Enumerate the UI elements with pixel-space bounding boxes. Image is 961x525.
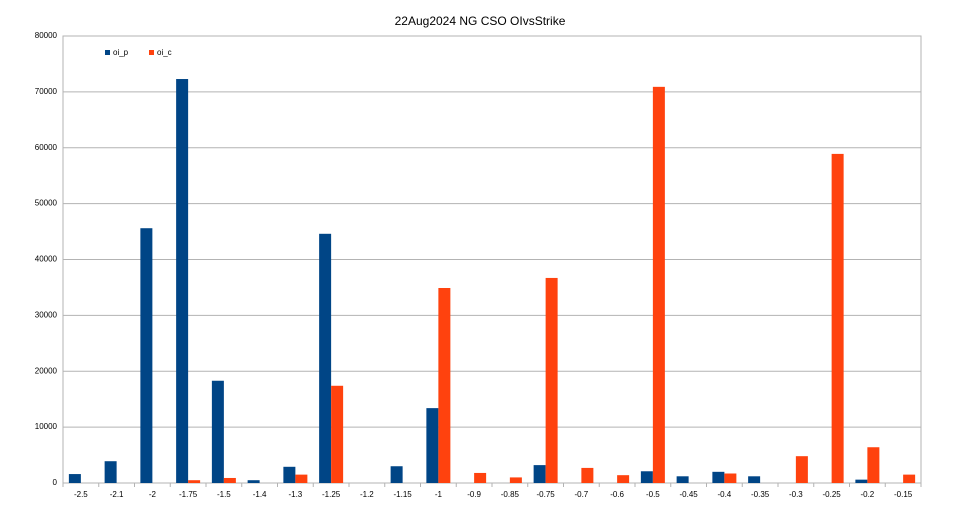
y-tick-label: 20000 (35, 366, 58, 375)
legend-label: oi_p (113, 48, 129, 57)
legend-label: oi_c (157, 48, 172, 57)
bar (795, 456, 808, 483)
x-tick-label: -1.4 (253, 490, 267, 499)
bar (652, 86, 665, 483)
x-tick-label: -0.75 (537, 490, 556, 499)
bar (223, 477, 236, 483)
bar (283, 466, 296, 483)
bar (867, 447, 880, 483)
bar (104, 461, 117, 483)
bar (640, 471, 653, 483)
y-tick-label: 70000 (35, 87, 58, 96)
x-tick-label: -0.15 (894, 490, 913, 499)
bar (903, 474, 916, 483)
x-tick-label: -0.35 (751, 490, 770, 499)
bar (724, 473, 737, 483)
x-tick-label: -1 (435, 490, 443, 499)
y-tick-label: 60000 (35, 143, 58, 152)
x-tick-label: -0.25 (823, 490, 842, 499)
x-tick-label: -0.85 (501, 490, 520, 499)
bar (319, 233, 332, 483)
bar (855, 479, 868, 483)
x-tick-label: -1.75 (179, 490, 198, 499)
bar (617, 475, 630, 483)
bar (509, 477, 522, 483)
bar (474, 472, 487, 483)
x-tick-label: -2.5 (74, 490, 88, 499)
x-tick-label: -1.25 (322, 490, 341, 499)
chart-title: 22Aug2024 NG CSO OIvsStrike (395, 14, 566, 28)
x-tick-label: -1.2 (360, 490, 374, 499)
x-tick-label: -0.3 (789, 490, 803, 499)
x-tick-label: -0.6 (610, 490, 624, 499)
bar (176, 79, 189, 484)
y-tick-label: 80000 (35, 31, 58, 40)
bar (581, 467, 594, 483)
y-tick-label: 50000 (35, 199, 58, 208)
bar (188, 480, 201, 483)
bar (438, 287, 451, 483)
bar (676, 476, 689, 483)
x-tick-label: -0.9 (467, 490, 481, 499)
legend-swatch (149, 50, 154, 55)
bar (533, 465, 546, 483)
bar (390, 466, 403, 483)
bar (68, 474, 81, 483)
bar (748, 476, 761, 483)
bar (211, 380, 224, 483)
x-tick-label: -0.7 (574, 490, 588, 499)
x-tick-label: -0.2 (860, 490, 874, 499)
bar (426, 408, 439, 483)
x-tick-label: -0.4 (717, 490, 731, 499)
bar (831, 153, 844, 484)
legend-swatch (105, 50, 110, 55)
y-tick-label: 0 (53, 478, 58, 487)
y-tick-label: 40000 (35, 255, 58, 264)
x-tick-label: -0.5 (646, 490, 660, 499)
bar (545, 277, 558, 483)
bar (247, 480, 260, 483)
y-tick-label: 10000 (35, 422, 58, 431)
x-tick-label: -2 (149, 490, 157, 499)
y-tick-label: 30000 (35, 310, 58, 319)
bar (331, 385, 344, 483)
x-tick-label: -2.1 (110, 490, 124, 499)
x-tick-label: -0.45 (680, 490, 699, 499)
x-tick-label: -1.5 (217, 490, 231, 499)
bar (712, 471, 725, 483)
bar (295, 474, 308, 483)
x-tick-label: -1.3 (288, 490, 302, 499)
bar (140, 228, 153, 483)
x-tick-label: -1.15 (394, 490, 413, 499)
